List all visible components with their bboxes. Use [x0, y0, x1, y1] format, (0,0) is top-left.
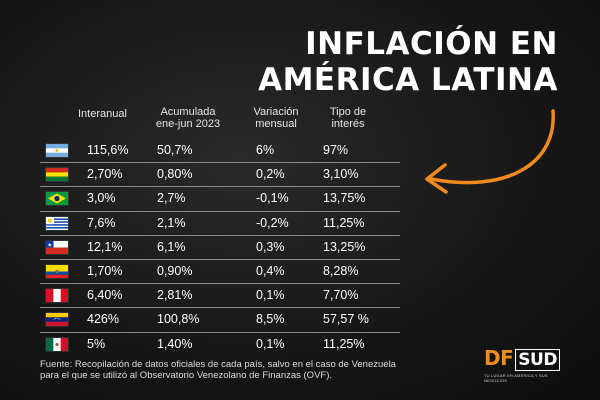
cell-variacion: 6% — [256, 143, 275, 157]
source-line-2: para el que se utilizó al Observatorio V… — [40, 370, 333, 381]
table-row: 426% 100,8% 8,5% 57,57 % — [40, 308, 400, 333]
inflation-table: 115,6% 50,7% 6% 97% 2,70% 0,80% 0,2% 3,1… — [40, 139, 400, 356]
table-row: 6,40% 2,81% 0,1% 7,70% — [40, 284, 400, 309]
table-row: 1,70% 0,90% 0,4% 8,28% — [40, 260, 400, 285]
page-title: INFLACIÓN EN AMÉRICA LATINA — [258, 26, 558, 98]
cell-interanual: 6,40% — [87, 288, 123, 303]
header-variacion: Variación mensual — [253, 106, 299, 130]
cell-tipo-interes: 3,10% — [323, 167, 359, 182]
logo-df: DF — [484, 346, 514, 370]
cell-tipo-interes: 11,25% — [323, 215, 365, 230]
venezuela-flag-icon — [46, 313, 68, 327]
table-row: 7,6% 2,1% -0,2% 11,25% — [40, 212, 400, 236]
title-line-2: AMÉRICA LATINA — [258, 62, 558, 98]
cell-acumulada: 1,40% — [157, 336, 193, 351]
cell-acumulada: 2,1% — [157, 215, 186, 230]
mexico-flag-icon — [46, 337, 68, 351]
cell-variacion: 0,1% — [256, 336, 285, 351]
cell-interanual: 5% — [87, 336, 106, 351]
cell-variacion: 0,1% — [256, 288, 285, 303]
cell-tipo-interes: 7,70% — [323, 288, 359, 303]
cell-variacion: -0,1% — [256, 191, 289, 206]
ecuador-flag-icon — [46, 264, 68, 278]
table-row: 2,70% 0,80% 0,2% 3,10% — [40, 163, 400, 188]
table-row: 3,0% 2,7% -0,1% 13,75% — [40, 187, 400, 212]
curved-arrow-icon — [425, 109, 555, 194]
cell-tipo-interes: 8,28% — [323, 263, 359, 278]
cell-acumulada: 0,80% — [157, 167, 193, 182]
source-note: Fuente: Recopilación de datos oficiales … — [40, 359, 396, 381]
cell-interanual: 3,0% — [87, 191, 116, 206]
source-line-1: Fuente: Recopilación de datos oficiales … — [40, 359, 396, 370]
dfsud-logo: DF SUD TU LUGAR EN AMÉRICA Y SUS NEGOCIOS — [484, 346, 564, 383]
peru-flag-icon — [46, 289, 68, 303]
cell-interanual: 12,1% — [87, 239, 123, 254]
cell-acumulada: 50,7% — [157, 143, 193, 157]
brazil-flag-icon — [46, 192, 68, 206]
cell-acumulada: 2,81% — [157, 288, 193, 303]
header-tipo-interes: Tipo de interés — [329, 106, 367, 130]
cell-tipo-interes: 13,75% — [323, 191, 366, 206]
cell-acumulada: 100,8% — [157, 312, 200, 327]
bolivia-flag-icon — [46, 168, 68, 182]
table-row: 5% 1,40% 0,1% 11,25% — [40, 333, 400, 356]
cell-interanual: 7,6% — [87, 215, 116, 230]
cell-tipo-interes: 57,57 % — [323, 312, 369, 327]
cell-tipo-interes: 13,25% — [323, 239, 366, 254]
cell-variacion: 0,4% — [256, 263, 285, 278]
cell-interanual: 426% — [87, 312, 119, 327]
cell-tipo-interes: 97% — [323, 143, 349, 157]
cell-variacion: 0,3% — [256, 239, 285, 254]
cell-acumulada: 0,90% — [157, 263, 193, 278]
chile-flag-icon — [46, 240, 68, 254]
table-row: 115,6% 50,7% 6% 97% — [40, 139, 400, 164]
logo-sud: SUD — [515, 349, 560, 371]
table-header: Interanual Acumulada ene-jun 2023 Variaci… — [0, 106, 600, 136]
cell-acumulada: 2,7% — [157, 191, 186, 206]
cell-variacion: 8,5% — [256, 312, 285, 327]
table-row: 12,1% 6,1% 0,3% 13,25% — [40, 236, 400, 260]
title-line-1: INFLACIÓN EN — [305, 26, 558, 62]
argentina-flag-icon — [46, 144, 68, 157]
uruguay-flag-icon — [46, 216, 68, 230]
cell-interanual: 115,6% — [87, 143, 129, 157]
cell-interanual: 2,70% — [87, 167, 123, 182]
cell-interanual: 1,70% — [87, 263, 123, 278]
cell-variacion: -0,2% — [256, 215, 289, 230]
cell-tipo-interes: 11,25% — [323, 336, 365, 351]
cell-variacion: 0,2% — [256, 167, 285, 182]
header-acumulada: Acumulada ene-jun 2023 — [155, 106, 221, 130]
logo-tagline: TU LUGAR EN AMÉRICA Y SUS NEGOCIOS — [484, 373, 548, 383]
header-interanual: Interanual — [78, 108, 127, 120]
cell-acumulada: 6,1% — [157, 239, 186, 254]
